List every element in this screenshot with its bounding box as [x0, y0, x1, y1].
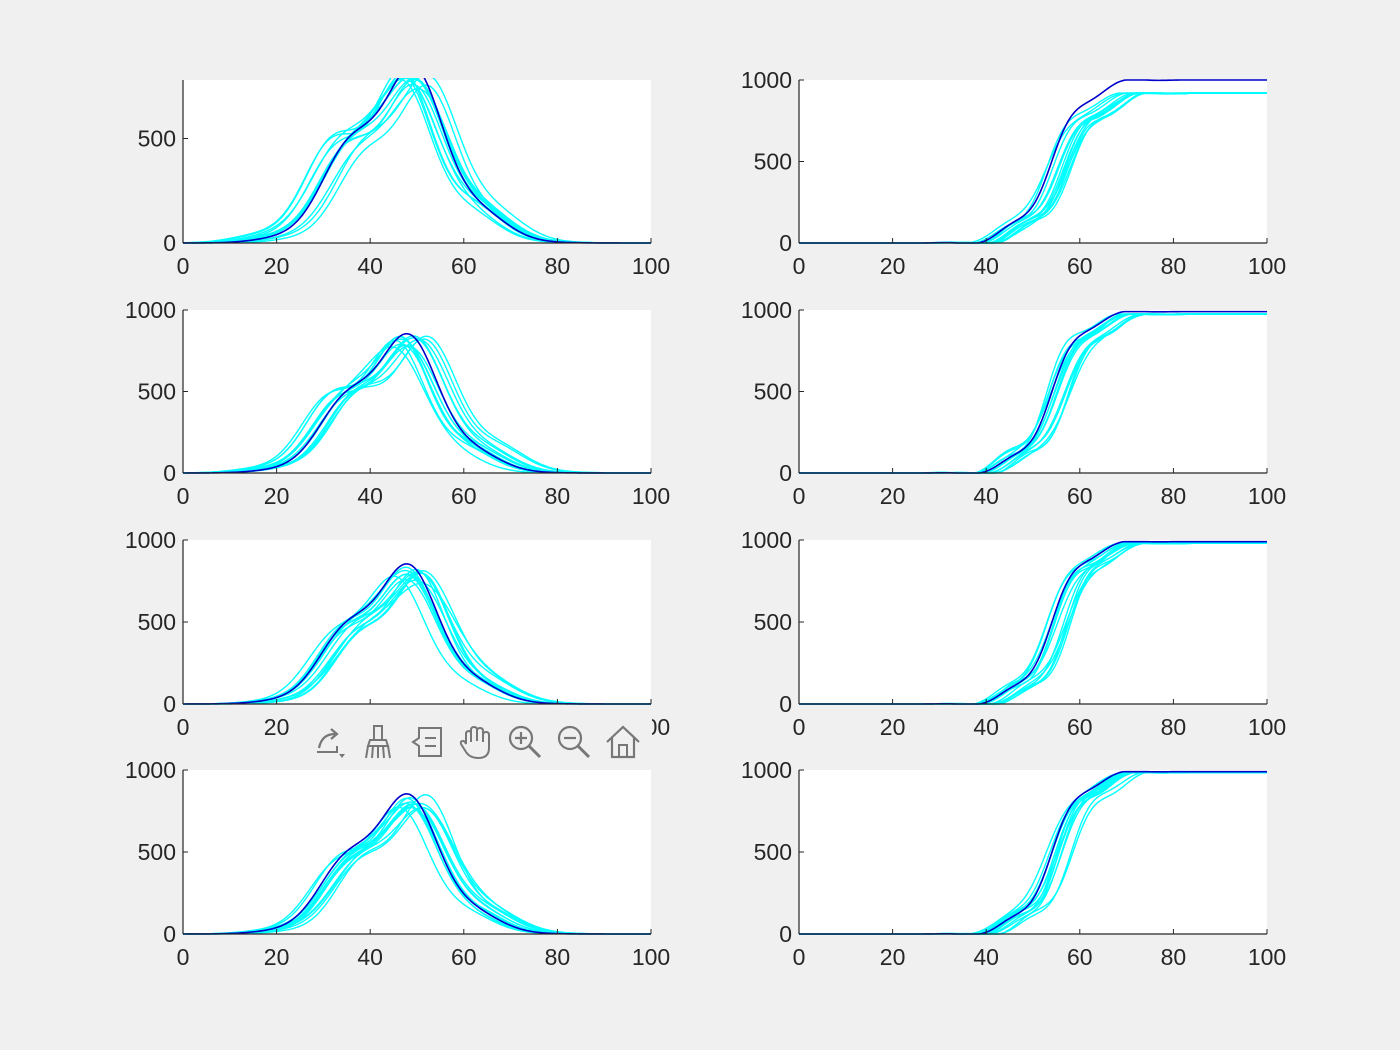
axes-background	[183, 770, 651, 934]
y-tick-label: 500	[754, 609, 792, 635]
axes-background	[799, 80, 1267, 243]
x-tick-label: 100	[632, 944, 670, 970]
x-tick-label: 0	[177, 253, 190, 279]
pan-button[interactable]	[454, 720, 498, 764]
y-tick-label: 1000	[741, 757, 792, 783]
y-tick-label: 500	[138, 839, 176, 865]
y-tick-label: 500	[754, 379, 792, 405]
x-tick-label: 20	[880, 253, 906, 279]
y-tick-label: 1000	[125, 527, 176, 553]
x-tick-label: 0	[793, 483, 806, 509]
y-tick-label: 0	[779, 691, 792, 717]
brush-button[interactable]	[356, 720, 400, 764]
x-tick-label: 80	[545, 253, 571, 279]
axes-toolbar	[300, 716, 652, 768]
x-tick-label: 0	[793, 253, 806, 279]
x-tick-label: 20	[880, 944, 906, 970]
brush-icon	[364, 725, 391, 759]
export-button[interactable]	[307, 720, 351, 764]
axes-background	[799, 310, 1267, 473]
restore-view-button[interactable]	[601, 720, 645, 764]
axes-background	[183, 80, 651, 243]
x-tick-label: 80	[1161, 253, 1187, 279]
zoom-out-icon	[558, 725, 591, 759]
x-tick-label: 60	[451, 483, 477, 509]
x-tick-label: 40	[357, 253, 383, 279]
x-tick-label: 80	[1161, 944, 1187, 970]
axes-background	[183, 540, 651, 704]
x-tick-label: 80	[1161, 483, 1187, 509]
x-tick-label: 100	[1248, 714, 1286, 740]
x-tick-label: 40	[973, 253, 999, 279]
x-tick-label: 80	[1161, 714, 1187, 740]
y-tick-label: 0	[163, 921, 176, 947]
axes-background	[799, 540, 1267, 704]
zoom-out-button[interactable]	[552, 720, 596, 764]
x-tick-label: 40	[973, 714, 999, 740]
x-tick-label: 0	[793, 714, 806, 740]
x-tick-label: 100	[1248, 944, 1286, 970]
datatip-button[interactable]	[405, 720, 449, 764]
x-tick-label: 80	[545, 944, 571, 970]
x-tick-label: 60	[1067, 483, 1093, 509]
zoom-in-icon	[509, 725, 542, 759]
x-tick-label: 60	[1067, 253, 1093, 279]
y-tick-label: 1000	[125, 297, 176, 323]
y-tick-label: 500	[138, 379, 176, 405]
x-tick-label: 40	[973, 944, 999, 970]
datatip-icon	[411, 727, 442, 757]
x-tick-label: 0	[177, 944, 190, 970]
y-tick-label: 500	[754, 149, 792, 175]
y-tick-label: 1000	[741, 297, 792, 323]
y-tick-label: 1000	[741, 67, 792, 93]
x-tick-label: 60	[451, 944, 477, 970]
x-tick-label: 20	[880, 483, 906, 509]
y-tick-label: 0	[163, 691, 176, 717]
y-tick-label: 500	[138, 126, 176, 152]
x-tick-label: 40	[357, 944, 383, 970]
axes-background	[183, 310, 651, 473]
x-tick-label: 100	[1248, 253, 1286, 279]
x-tick-label: 80	[545, 483, 571, 509]
x-tick-label: 20	[264, 253, 290, 279]
x-tick-label: 20	[264, 944, 290, 970]
x-tick-label: 100	[632, 483, 670, 509]
y-tick-label: 1000	[125, 757, 176, 783]
x-tick-label: 20	[880, 714, 906, 740]
x-tick-label: 20	[264, 483, 290, 509]
x-tick-label: 60	[1067, 714, 1093, 740]
y-tick-label: 500	[754, 839, 792, 865]
x-tick-label: 40	[973, 483, 999, 509]
x-tick-label: 100	[1248, 483, 1286, 509]
x-tick-label: 0	[793, 944, 806, 970]
y-tick-label: 0	[163, 230, 176, 256]
x-tick-label: 20	[264, 714, 290, 740]
x-tick-label: 40	[357, 483, 383, 509]
y-tick-label: 0	[779, 230, 792, 256]
subplot-row-1-left: 0 20 40 60 80 100 0 500	[138, 78, 670, 279]
x-tick-label: 60	[1067, 944, 1093, 970]
x-tick-label: 0	[177, 714, 190, 740]
y-tick-label: 0	[163, 460, 176, 486]
x-tick-label: 60	[451, 253, 477, 279]
y-tick-label: 0	[779, 460, 792, 486]
hand-icon	[459, 725, 490, 760]
zoom-in-button[interactable]	[503, 720, 547, 764]
home-icon	[606, 725, 641, 759]
export-arrow-icon	[316, 728, 345, 758]
y-tick-label: 500	[138, 609, 176, 635]
x-tick-label: 0	[177, 483, 190, 509]
y-tick-label: 0	[779, 921, 792, 947]
x-tick-label: 100	[632, 253, 670, 279]
y-tick-label: 1000	[741, 527, 792, 553]
